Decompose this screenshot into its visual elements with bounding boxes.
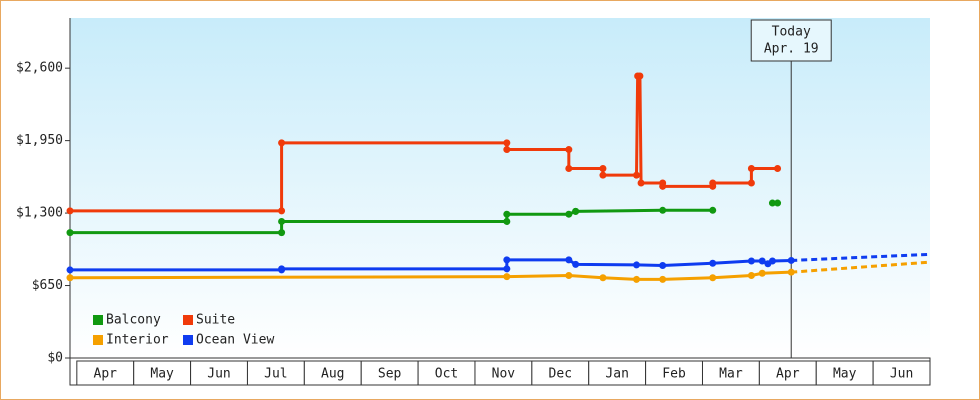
y-tick-label: $1,950 (16, 133, 63, 148)
point (66, 207, 74, 215)
point (633, 171, 641, 179)
point (659, 275, 667, 283)
x-tick-cell (190, 360, 248, 386)
point (747, 164, 755, 172)
point (278, 207, 286, 215)
x-tick-cell (417, 360, 476, 386)
point (66, 229, 74, 237)
today-label: Apr. 19 (764, 42, 819, 57)
point (709, 206, 717, 214)
point (709, 274, 717, 282)
x-tick-label: May (833, 367, 857, 382)
x-tick-cell (531, 360, 590, 386)
y-tick-label: $1,300 (16, 206, 63, 221)
x-tick-label: Nov (492, 367, 516, 382)
point (758, 269, 766, 277)
x-tick-label: Oct (435, 367, 458, 382)
point (768, 199, 776, 207)
legend-swatch (183, 335, 193, 345)
legend-swatch (183, 315, 193, 325)
point (278, 139, 286, 147)
legend-swatch (93, 315, 103, 325)
x-tick-cell (645, 360, 703, 386)
x-tick-cell (701, 360, 760, 386)
point (278, 265, 286, 273)
point (768, 257, 776, 265)
point (503, 265, 511, 273)
today-box (750, 19, 832, 62)
x-tick-label: Jun (890, 367, 913, 382)
point (278, 229, 286, 237)
point (747, 272, 755, 280)
point (503, 256, 511, 264)
point (709, 179, 717, 187)
point (774, 164, 782, 172)
x-tick-cell (246, 360, 305, 386)
x-tick-cell (133, 360, 192, 386)
legend-swatch (93, 335, 103, 345)
x-tick-cell (588, 360, 647, 386)
point (599, 274, 607, 282)
x-tick-label: Feb (662, 367, 686, 382)
forecast-line (791, 252, 931, 262)
x-tick-label: Jun (207, 367, 230, 382)
point (503, 210, 511, 218)
x-tick-label: Jan (605, 367, 628, 382)
x-tick-label: Sep (378, 367, 402, 382)
point (66, 274, 74, 282)
point (66, 266, 74, 274)
point (599, 171, 607, 179)
point (503, 139, 511, 147)
point (659, 206, 667, 214)
point (787, 268, 795, 276)
x-tick-label: Apr (94, 367, 118, 382)
x-tick-cell (872, 360, 931, 386)
point (599, 164, 607, 172)
y-tick-label: $0 (47, 351, 63, 366)
point (747, 257, 755, 265)
point (565, 272, 573, 280)
point (572, 207, 580, 215)
point (572, 260, 580, 268)
x-tick-label: Mar (719, 367, 743, 382)
point (565, 146, 573, 154)
point (659, 182, 667, 190)
point (633, 261, 641, 269)
point (787, 256, 795, 264)
forecast-line (791, 260, 931, 274)
y-tick-label: $650 (32, 278, 63, 293)
x-tick-label: Jul (264, 367, 287, 382)
series-line (69, 270, 792, 281)
point (774, 199, 782, 207)
point (709, 259, 717, 267)
x-tick-label: Aug (321, 367, 344, 382)
point (633, 275, 641, 283)
point (503, 217, 511, 225)
plot-area (70, 18, 930, 358)
x-tick-label: Apr (776, 367, 800, 382)
y-tick-label: $2,600 (16, 61, 63, 76)
point (636, 72, 644, 80)
point (637, 179, 645, 187)
legend-label: Suite (196, 313, 235, 328)
point (758, 257, 766, 265)
point (747, 179, 755, 187)
point (565, 210, 573, 218)
x-tick-cell (474, 360, 533, 386)
x-tick-cell (360, 360, 419, 386)
today-label: Today (772, 25, 811, 40)
legend-label: Balcony (106, 313, 161, 328)
x-tick-label: May (150, 367, 174, 382)
legend-label: Interior (106, 333, 169, 348)
point (503, 273, 511, 281)
point (565, 164, 573, 172)
point (503, 146, 511, 154)
point (659, 261, 667, 269)
point (278, 217, 286, 225)
legend-label: Ocean View (196, 333, 274, 348)
x-tick-cell (303, 360, 362, 386)
x-tick-label: Dec (549, 367, 572, 382)
point (565, 256, 573, 264)
